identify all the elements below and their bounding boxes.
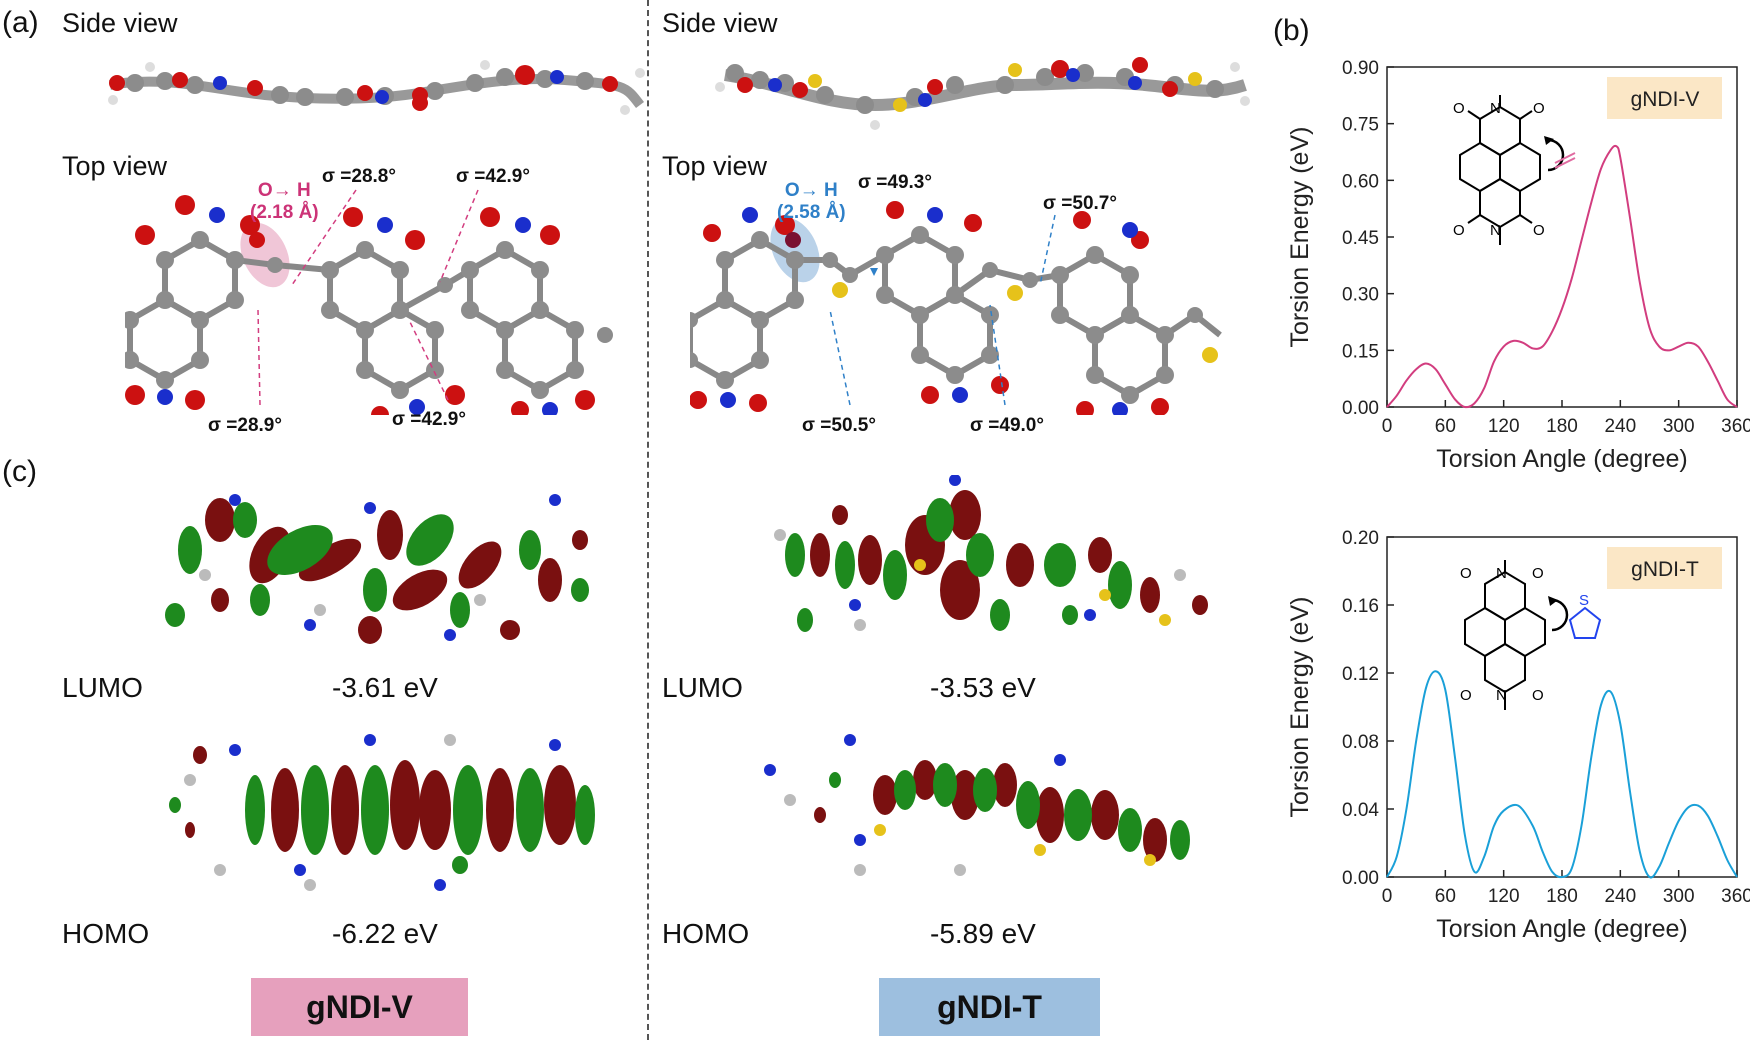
x-axis-label: Torsion Angle (degree)	[1436, 445, 1688, 473]
thienyl-structure-o1: O	[1460, 565, 1472, 582]
vinyl-lumo-energy: -3.61 eV	[332, 672, 438, 703]
thienyl-sigma-1: σ =49.3°	[858, 172, 932, 193]
vinyl-sigma-2: σ =42.9°	[456, 166, 530, 187]
legend-tag-label: gNDI-V	[1631, 88, 1700, 111]
thienyl-lumo-energy: -3.53 eV	[930, 672, 1036, 703]
vinyl-hbond-distance: (2.18 Å)	[250, 202, 319, 223]
vinyl-sigma-arrows	[257, 189, 479, 406]
vinyl-homo-energy: -6.22 eV	[332, 918, 438, 949]
x-tick-label: 0	[1382, 886, 1393, 907]
y-tick-label: 0.30	[1342, 285, 1379, 306]
x-tick-label: 300	[1663, 416, 1695, 437]
x-tick-label: 240	[1604, 886, 1636, 907]
vinyl-structure-o1: O	[1453, 100, 1465, 117]
thienyl-structure-n-top: N	[1496, 565, 1507, 582]
thienyl-hbond-label: O→ H (2.58 Å)	[777, 180, 846, 224]
thienyl-homo-energy: -5.89 eV	[930, 918, 1036, 949]
y-tick-label: 0.60	[1342, 171, 1379, 192]
y-tick-label: 0.00	[1342, 868, 1379, 889]
thienyl-top-view-label: Top view	[662, 151, 768, 181]
x-tick-label: 120	[1488, 886, 1520, 907]
x-tick-label: 180	[1546, 886, 1578, 907]
panel-a-letter: (a)	[2, 6, 39, 39]
x-tick-label: 0	[1382, 416, 1393, 437]
torsion-energy-curve	[1386, 670, 1738, 879]
vinyl-top-view-label: Top view	[62, 151, 168, 181]
thienyl-sigma-3: σ =50.5°	[802, 415, 876, 436]
x-tick-label: 360	[1721, 416, 1750, 437]
x-tick-label: 300	[1663, 886, 1695, 907]
thienyl-sigma-arrows	[829, 214, 1056, 406]
vinyl-hbond-text: O→ H	[257, 180, 311, 201]
vinyl-hbond-label: O→ H (2.18 Å)	[250, 180, 319, 224]
y-tick-label: 0.15	[1342, 341, 1379, 362]
y-tick-label: 0.16	[1342, 596, 1379, 617]
y-axis-label: Torsion Energy (eV)	[1286, 127, 1314, 348]
vinyl-lumo-label: LUMO	[62, 672, 143, 703]
vinyl-lumo-orbital	[165, 494, 589, 644]
thienyl-structure-o2: O	[1532, 565, 1544, 582]
thienyl-sigma-2: σ =50.7°	[1043, 193, 1117, 214]
panel-b-letter: (b)	[1273, 14, 1310, 47]
vinyl-sigma-4: σ =42.9°	[392, 409, 466, 430]
vinyl-structure-o3: O	[1453, 222, 1465, 239]
thienyl-top-view-molecule	[690, 201, 1222, 415]
thienyl-lumo-label: LUMO	[662, 672, 743, 703]
torsion-energy-curve	[1386, 144, 1738, 409]
legend-tag-box	[1607, 77, 1722, 119]
thienyl-structure-o4: O	[1532, 687, 1544, 704]
vinyl-side-view-molecule	[108, 60, 645, 115]
vinyl-structure-n-top: N	[1490, 100, 1501, 117]
x-tick-label: 120	[1488, 416, 1520, 437]
vinyl-sigma-1: σ =28.8°	[322, 166, 396, 187]
torsion-chart-thienyl: 0.00 0.04 0.08 0.12 0.16 0.20 0 60 120 180 240 300 3…	[1286, 528, 1750, 943]
vinyl-homo-label: HOMO	[62, 918, 150, 949]
vinyl-homo-orbital	[169, 734, 595, 891]
vinyl-legend-box: gNDI-V	[251, 978, 468, 1036]
x-axis-label: Torsion Angle (degree)	[1436, 915, 1688, 943]
x-tick-label: 180	[1546, 416, 1578, 437]
thienyl-side-view-label: Side view	[662, 8, 778, 38]
y-tick-label: 0.45	[1342, 228, 1379, 249]
panel-c-letter: (c)	[2, 455, 37, 488]
y-tick-label: 0.90	[1342, 58, 1379, 79]
y-tick-label: 0.04	[1342, 800, 1379, 821]
vinyl-ndi-structure: N N O O O O	[1453, 95, 1576, 245]
x-tick-label: 60	[1435, 886, 1456, 907]
vinyl-structure-o2: O	[1533, 100, 1545, 117]
x-tick-label: 360	[1721, 886, 1750, 907]
thienyl-ndi-structure: N N O O O O S	[1460, 560, 1602, 710]
y-tick-label: 0.00	[1342, 398, 1379, 419]
y-tick-label: 0.08	[1342, 732, 1379, 753]
thienyl-hbond-text: O→ H	[784, 180, 838, 201]
vinyl-sigma-3: σ =28.9°	[208, 415, 282, 436]
y-tick-label: 0.75	[1342, 115, 1379, 136]
thienyl-side-view-molecule	[715, 57, 1250, 130]
thienyl-sigma-4: σ =49.0°	[970, 415, 1044, 436]
vinyl-side-view-label: Side view	[62, 8, 178, 38]
thienyl-structure-sulfur: S	[1579, 592, 1589, 609]
vinyl-structure-o4: O	[1533, 222, 1545, 239]
vinyl-top-view-molecule	[125, 195, 613, 415]
legend-tag-box	[1607, 547, 1722, 589]
thienyl-homo-label: HOMO	[662, 918, 750, 949]
thienyl-hbond-distance: (2.58 Å)	[777, 202, 846, 223]
torsion-chart-vinyl: 0.00 0.15 0.30 0.45 0.60 0.75 0.90 0 60 120 180 240…	[1286, 58, 1750, 473]
thienyl-lumo-orbital	[774, 475, 1208, 632]
legend-tag-label: gNDI-T	[1631, 558, 1699, 581]
thienyl-structure-n-bottom: N	[1496, 687, 1507, 704]
y-axis-label: Torsion Energy (eV)	[1286, 597, 1314, 818]
x-tick-label: 240	[1604, 416, 1636, 437]
thienyl-homo-orbital	[764, 734, 1190, 876]
thienyl-legend-box: gNDI-T	[879, 978, 1100, 1036]
y-tick-label: 0.12	[1342, 664, 1379, 685]
x-tick-label: 60	[1435, 416, 1456, 437]
y-tick-label: 0.20	[1342, 528, 1379, 549]
panel-divider	[647, 0, 649, 1040]
vinyl-structure-n-bottom: N	[1490, 222, 1501, 239]
thienyl-structure-o3: O	[1460, 687, 1472, 704]
